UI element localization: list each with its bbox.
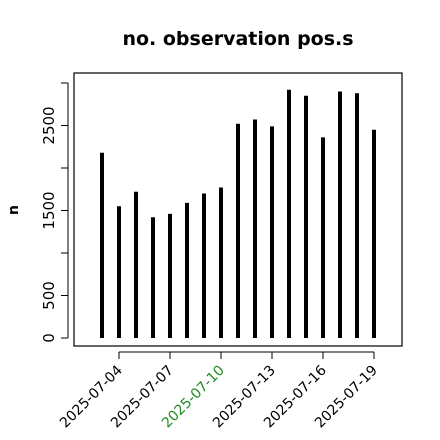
y-tick-label-0: 0 bbox=[40, 333, 58, 343]
x-axis: 2025-07-042025-07-072025-07-102025-07-13… bbox=[57, 351, 381, 431]
y-tick-label-1500: 1500 bbox=[40, 191, 58, 229]
y-axis-label: n bbox=[6, 205, 22, 215]
plot-frame bbox=[73, 72, 403, 347]
y-tick-label-500: 500 bbox=[40, 281, 58, 310]
y-tick-label-2500: 2500 bbox=[40, 106, 58, 144]
bars-group bbox=[100, 89, 376, 338]
y-axis: 0 500 1500 2500 bbox=[40, 82, 69, 343]
chart-title: no. observation pos.s bbox=[122, 28, 353, 50]
